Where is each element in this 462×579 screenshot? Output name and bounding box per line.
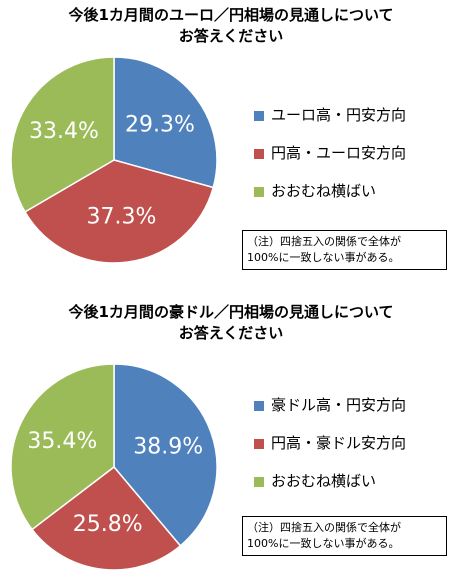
footnote-line: 100%に一致しない事がある。 (247, 251, 400, 264)
pie-slice (113, 363, 218, 547)
pie-slice (31, 465, 182, 571)
legend-label: ユーロ高・円安方向 (271, 106, 407, 124)
chart-title-line: 今後1カ月間の豪ドル／円相場の見通しについて (68, 303, 394, 321)
footnote-line: 100%に一致しない事がある。 (247, 537, 400, 550)
chart-title-line: 今後1カ月間のユーロ／円相場の見通しについて (68, 6, 394, 24)
slice-data-label: 33.4% (29, 119, 99, 144)
pie-slice (113, 56, 218, 189)
pie-chart: 38.9% 25.8% 35.4% (10, 363, 218, 571)
slice-data-label: 25.8% (73, 512, 143, 537)
legend-label: おおむね横ばい (271, 182, 377, 200)
legend-swatch-green (254, 187, 264, 197)
slice-data-label: 38.9% (133, 435, 203, 460)
chart-title: 今後1カ月間のユーロ／円相場の見通しについて お答えください (0, 5, 462, 47)
slice-data-label: 35.4% (27, 429, 97, 454)
slice-data-label: 29.3% (125, 113, 195, 138)
footnote: （注）四捨五入の関係で全体が 100%に一致しない事がある。 (242, 230, 447, 270)
pie-slice (23, 159, 215, 264)
chart-title-line: お答えください (178, 27, 284, 45)
footnote: （注）四捨五入の関係で全体が 100%に一致しない事がある。 (242, 516, 447, 556)
footnote-line: （注）四捨五入の関係で全体が (247, 521, 401, 534)
chart-title-line: お答えください (178, 324, 284, 342)
legend-label: 円高・豪ドル安方向 (271, 434, 407, 452)
chart-panel-euro: 今後1カ月間のユーロ／円相場の見通しについて お答えください 29.3% 37.3… (0, 0, 462, 289)
chart-panel-aud: 今後1カ月間の豪ドル／円相場の見通しについて お答えください 38.9% 25.8… (0, 294, 462, 579)
legend-label: 円高・ユーロ安方向 (271, 144, 407, 162)
pie-slice (10, 363, 115, 531)
legend-swatch-red (254, 439, 264, 449)
legend-label: おおむね横ばい (271, 472, 377, 490)
pie-chart: 29.3% 37.3% 33.4% (10, 56, 218, 264)
slice-data-label: 37.3% (86, 205, 156, 230)
pie-slice (10, 56, 115, 213)
legend-swatch-blue (254, 401, 264, 411)
footnote-line: （注）四捨五入の関係で全体が (247, 235, 401, 248)
chart-title: 今後1カ月間の豪ドル／円相場の見通しについて お答えください (0, 302, 462, 344)
legend-swatch-blue (254, 111, 264, 121)
legend-swatch-green (254, 477, 264, 487)
legend-swatch-red (254, 149, 264, 159)
legend-label: 豪ドル高・円安方向 (271, 396, 407, 414)
